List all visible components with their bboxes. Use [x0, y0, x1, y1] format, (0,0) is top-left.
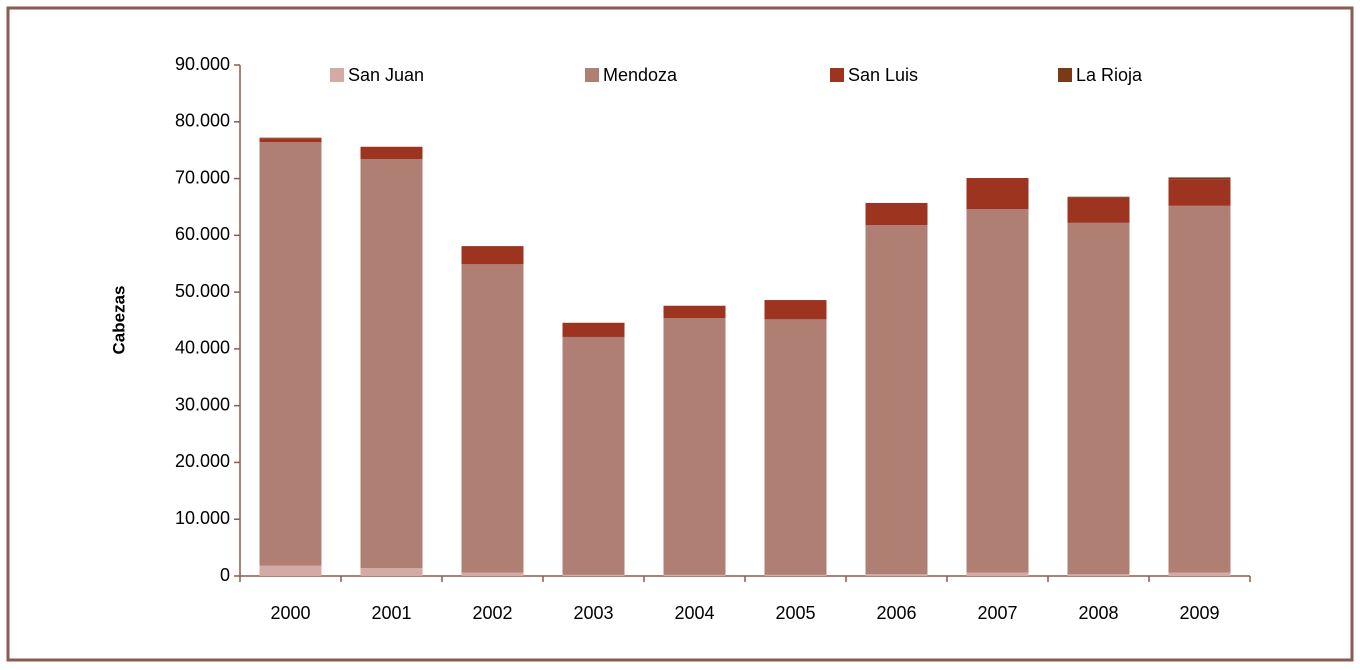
bar-segment — [1168, 177, 1231, 180]
bar-segment — [764, 574, 827, 576]
bar-segment — [259, 565, 322, 576]
bar-segment — [1067, 197, 1130, 223]
legend-swatch — [330, 68, 344, 82]
bar-segment — [663, 318, 726, 575]
bar-segment — [562, 322, 625, 337]
bar-segment — [360, 159, 423, 569]
x-tick-label: 2006 — [876, 603, 916, 623]
bar-segment — [461, 246, 524, 265]
x-tick-label: 2001 — [371, 603, 411, 623]
bar-segment — [1067, 196, 1130, 198]
y-tick-label: 50.000 — [175, 281, 230, 301]
bar-segment — [865, 202, 928, 226]
bar-segment — [461, 264, 524, 573]
x-tick-label: 2005 — [775, 603, 815, 623]
y-tick-label: 30.000 — [175, 394, 230, 414]
x-tick-label: 2007 — [977, 603, 1017, 623]
legend-swatch — [585, 68, 599, 82]
bar-segment — [1168, 179, 1231, 206]
legend-label: San Juan — [348, 65, 424, 85]
legend-label: La Rioja — [1076, 65, 1143, 85]
y-tick-label: 10.000 — [175, 508, 230, 528]
bar-segment — [259, 137, 322, 139]
bar-segment — [764, 300, 827, 320]
bar-segment — [1067, 222, 1130, 575]
bar-segment — [461, 572, 524, 576]
y-tick-label: 40.000 — [175, 338, 230, 358]
bar-segment — [360, 146, 423, 160]
x-tick-label: 2000 — [270, 603, 310, 623]
legend-label: San Luis — [848, 65, 918, 85]
bar-segment — [562, 336, 625, 575]
bar-segment — [966, 209, 1029, 573]
y-tick-label: 90.000 — [175, 54, 230, 74]
y-axis-label: Cabezas — [109, 286, 128, 355]
y-tick-label: 60.000 — [175, 224, 230, 244]
bar-segment — [966, 177, 1029, 210]
y-tick-label: 0 — [220, 565, 230, 585]
y-tick-label: 70.000 — [175, 167, 230, 187]
bar-segment — [562, 574, 625, 576]
bar-segment — [865, 574, 928, 576]
bar-segment — [259, 142, 322, 566]
bar-segment — [663, 305, 726, 319]
x-tick-label: 2003 — [573, 603, 613, 623]
bar-segment — [259, 138, 322, 143]
x-tick-label: 2004 — [674, 603, 714, 623]
bar-segment — [360, 568, 423, 576]
bar-segment — [1168, 205, 1231, 573]
y-tick-label: 80.000 — [175, 111, 230, 131]
bar-segment — [865, 225, 928, 575]
legend-swatch — [830, 68, 844, 82]
bar-segment — [764, 319, 827, 575]
bar-segment — [966, 572, 1029, 576]
legend-label: Mendoza — [603, 65, 678, 85]
y-tick-label: 20.000 — [175, 451, 230, 471]
x-tick-label: 2008 — [1078, 603, 1118, 623]
x-tick-label: 2009 — [1179, 603, 1219, 623]
x-tick-label: 2002 — [472, 603, 512, 623]
bar-segment — [1067, 574, 1130, 576]
bar-segment — [1168, 572, 1231, 576]
bar-segment — [663, 574, 726, 576]
legend-swatch — [1058, 68, 1072, 82]
